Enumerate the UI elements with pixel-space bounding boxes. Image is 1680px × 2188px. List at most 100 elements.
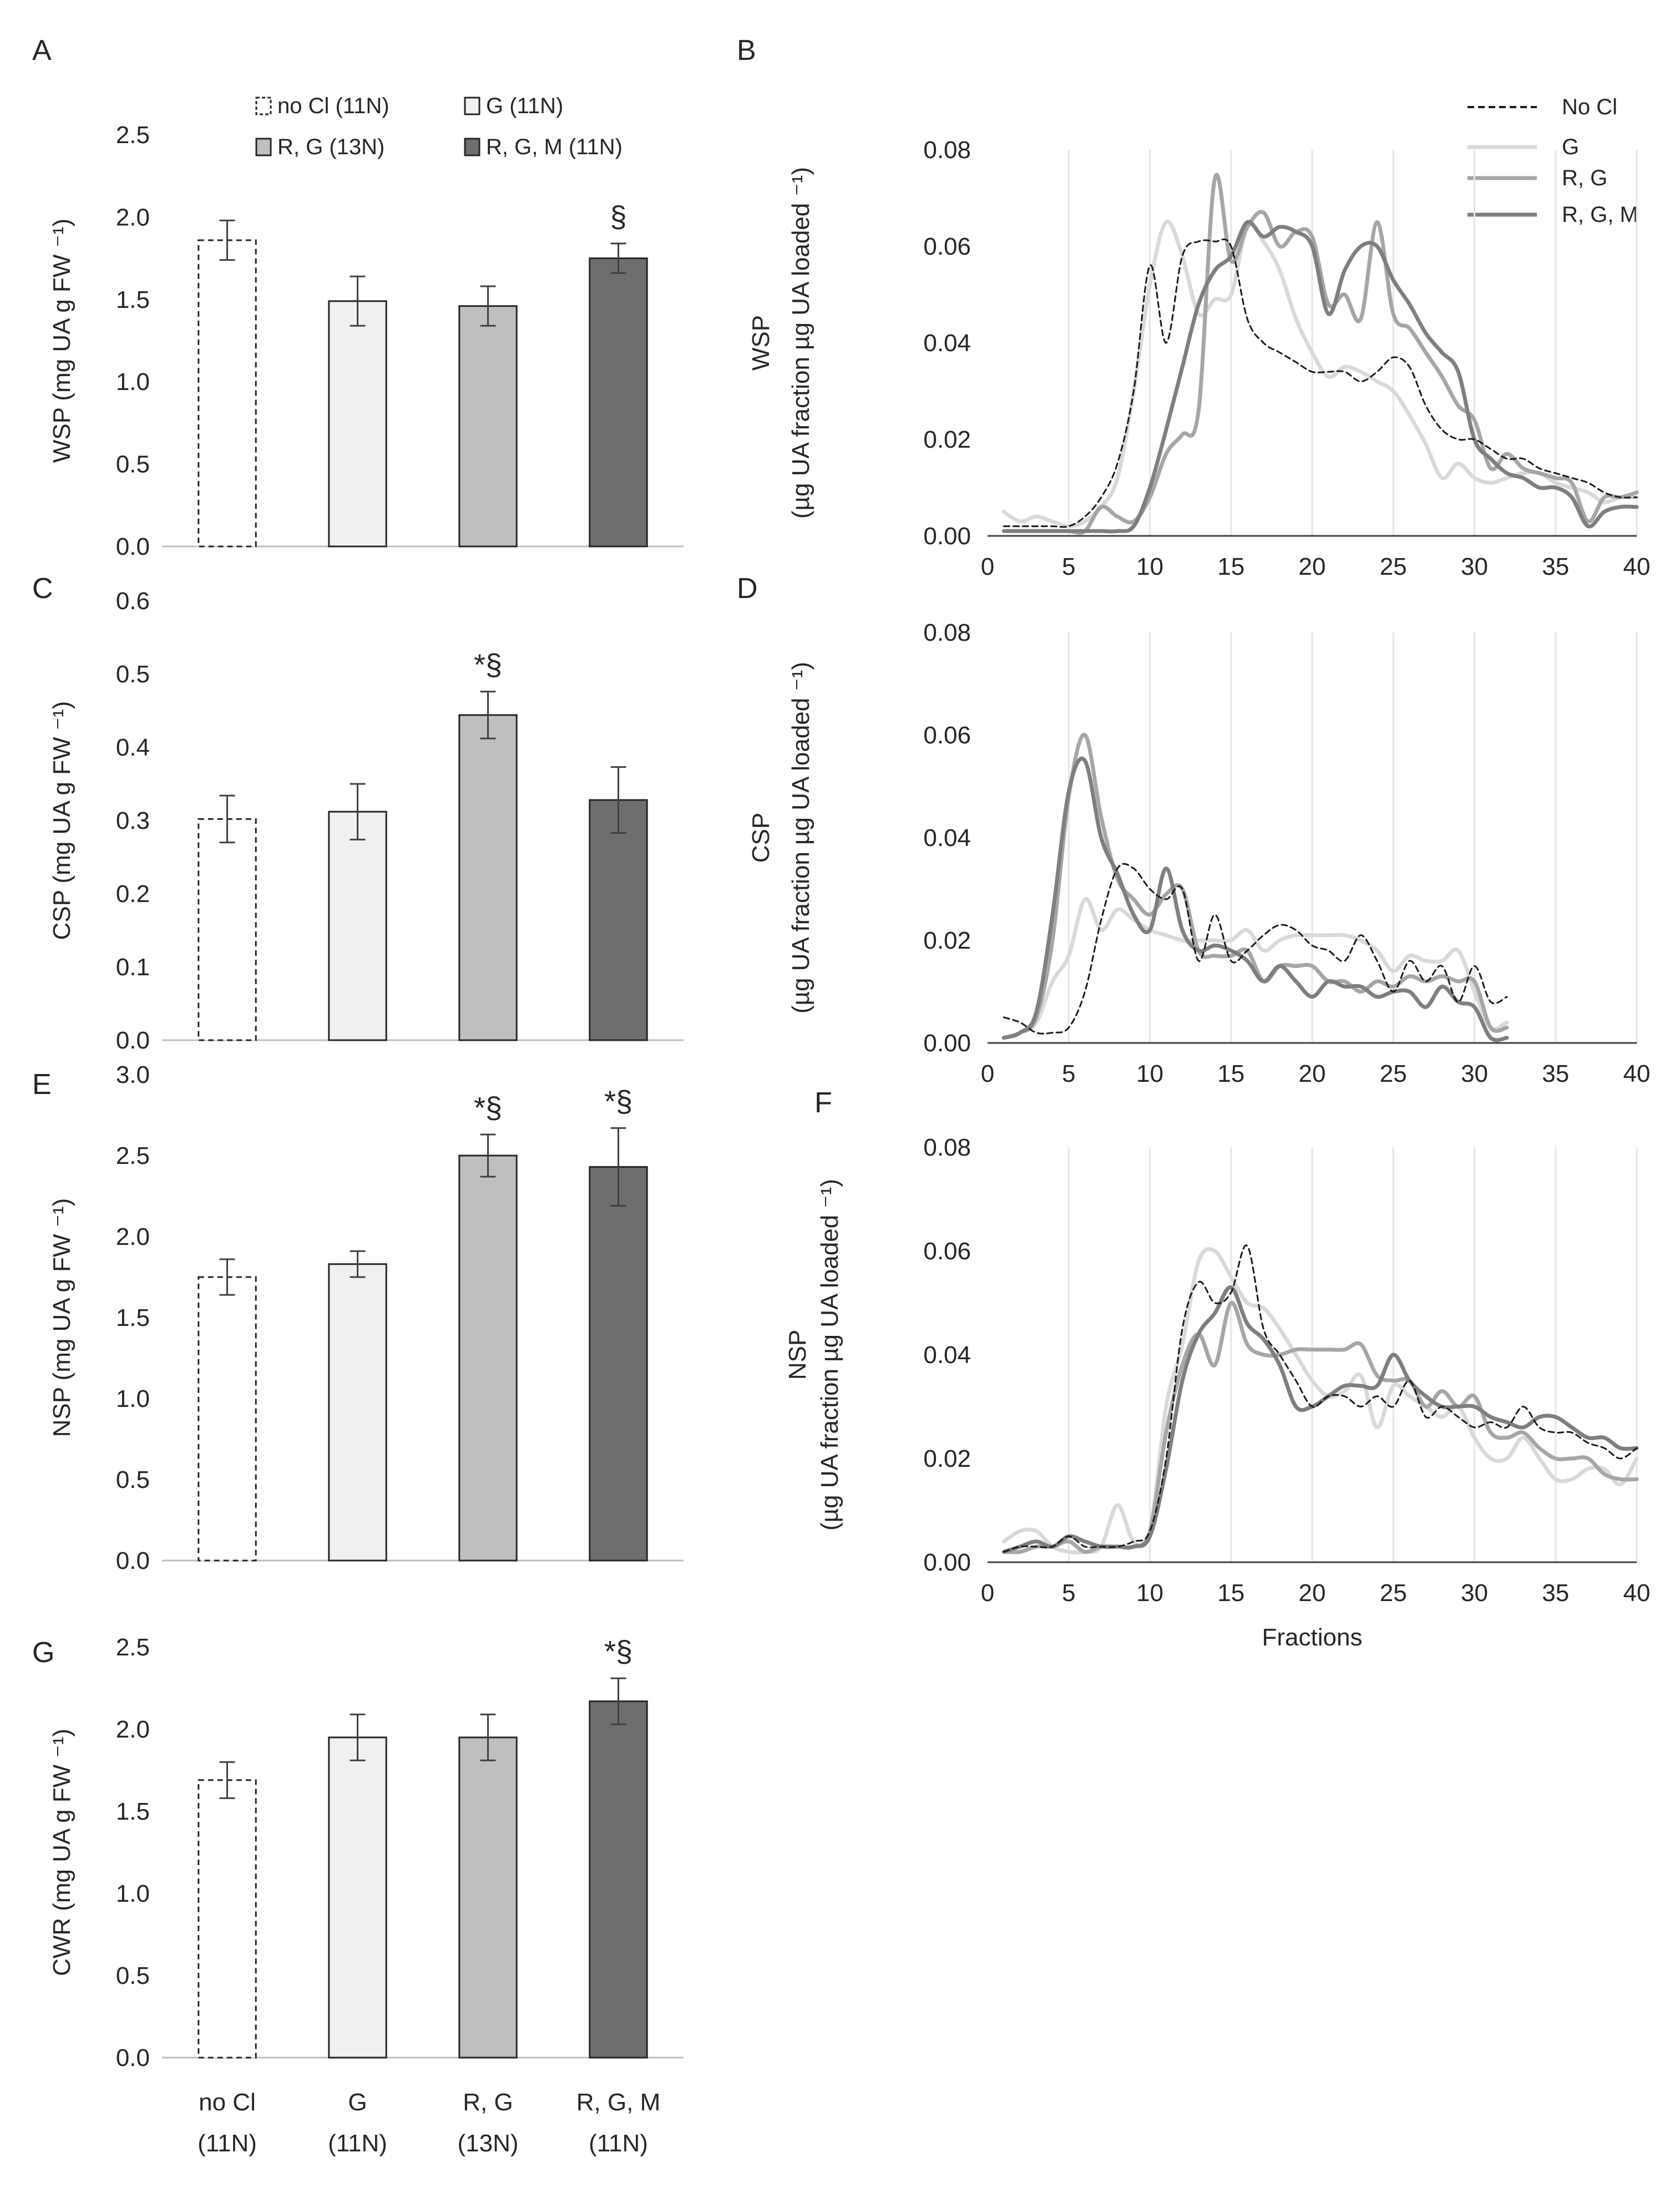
- series-line: [1001, 733, 1509, 1040]
- series-line: [1001, 219, 1639, 529]
- y-tick-label: 0.06: [923, 233, 971, 260]
- bar: [458, 1736, 518, 2059]
- y-tick-label: 2.5: [116, 1142, 150, 1169]
- x-tick-label: 40: [1623, 1579, 1651, 1607]
- x-tick-label: 20: [1299, 553, 1326, 580]
- y-tick-label: 0.2: [116, 880, 150, 908]
- series-line: [1001, 756, 1509, 1042]
- x-tick-label: 25: [1380, 553, 1407, 580]
- x-tick-label: R, G, M: [576, 2089, 661, 2116]
- series-line: [1001, 1247, 1639, 1554]
- significance-label: *§: [604, 1085, 632, 1118]
- y-tick-label: 1.0: [116, 1385, 150, 1412]
- x-tick-label: R, G: [463, 2089, 513, 2116]
- x-tick-label: 0: [981, 1579, 994, 1607]
- y-tick-label: 1.5: [116, 286, 150, 313]
- line-chart-wsp: 0 5 10 15 20 25 30 35 40 0.00 0.02 0.04 0.06 0.08 WSP (…: [747, 136, 1650, 580]
- bar: [328, 811, 387, 1041]
- bar-legend-item: no Cl (11N): [255, 94, 389, 118]
- series-line: [1001, 897, 1509, 1040]
- bar: [458, 714, 518, 1041]
- y-axis-label: CSP: [747, 813, 775, 863]
- y-tick-label: 1.0: [116, 368, 150, 396]
- significance-label: §: [610, 200, 626, 234]
- bar: [458, 305, 518, 548]
- significance-label: *§: [474, 649, 502, 682]
- y-tick-label: 0.04: [923, 824, 971, 852]
- bar-chart-cwr: 0.0 0.5 1.0 1.5 2.0 2.5 CWR (mg UA g FW ⁻¹) *§: [48, 1634, 684, 2071]
- series-line: [1001, 220, 1639, 534]
- bar-chart-nsp: 0.0 0.5 1.0 1.5 2.0 2.5 3.0 NSP (mg UA g FW ⁻¹)…: [48, 1061, 684, 1574]
- x-tick-label: (13N): [457, 2130, 518, 2157]
- x-tick-label: (11N): [589, 2130, 648, 2157]
- x-tick-label: 10: [1136, 1579, 1163, 1607]
- y-tick-label: 2.0: [116, 1223, 150, 1250]
- x-tick-label: 15: [1217, 553, 1244, 580]
- bar-legend-swatch-no-cl: [255, 97, 272, 115]
- x-tick-label: 25: [1380, 1060, 1407, 1087]
- bar-legend-swatch-rgm: [464, 138, 480, 156]
- y-tick-label: 2.5: [116, 1634, 150, 1661]
- y-axis-label: (µg UA fraction µg UA loaded ⁻¹): [787, 167, 814, 519]
- x-axis-label: Fractions: [1262, 1624, 1363, 1651]
- panel-letter-f: F: [814, 1087, 832, 1119]
- x-tick-label: 35: [1542, 553, 1569, 580]
- y-tick-label: 0.02: [923, 426, 971, 453]
- y-tick-label: 0.0: [116, 533, 150, 560]
- bar: [589, 1700, 648, 2059]
- y-tick-label: 0.00: [923, 1549, 971, 1576]
- bar: [589, 799, 648, 1041]
- x-tick-label: 10: [1136, 1060, 1163, 1087]
- bar: [328, 1263, 387, 1562]
- bar-legend-swatch-rg: [255, 138, 272, 156]
- x-tick-label: 5: [1062, 1579, 1075, 1607]
- series-line: [1001, 173, 1639, 535]
- x-tick-label: 20: [1299, 1060, 1326, 1087]
- series-line: [1001, 1285, 1639, 1554]
- bar-legend-item: R, G (13N): [255, 135, 384, 159]
- y-tick-label: 0.5: [116, 451, 150, 478]
- bar: [458, 1154, 518, 1562]
- line-legend-label: G: [1562, 135, 1579, 159]
- y-tick-label: 0.06: [923, 722, 971, 749]
- bar: [198, 1779, 257, 2059]
- y-tick-label: 1.5: [116, 1798, 150, 1825]
- x-tick-label: 30: [1461, 1060, 1488, 1087]
- x-tick-label: 40: [1623, 1060, 1651, 1087]
- y-tick-label: 0.5: [116, 1962, 150, 1989]
- y-tick-label: 0.3: [116, 807, 150, 834]
- bar: [328, 300, 387, 548]
- x-tick-label: 10: [1136, 553, 1163, 580]
- bar: [198, 1276, 257, 1562]
- line-legend: No Cl G R, G R, G, M: [1468, 95, 1638, 227]
- x-tick-label: (11N): [198, 2130, 257, 2157]
- x-tick-label: 40: [1623, 553, 1651, 580]
- x-tick-label: (11N): [328, 2130, 387, 2157]
- y-tick-label: 0.08: [923, 136, 971, 164]
- x-tick-label: 5: [1062, 1060, 1075, 1087]
- panel-letter-b: B: [737, 34, 756, 67]
- y-tick-label: 2.0: [116, 1716, 150, 1743]
- y-axis-label: NSP: [784, 1330, 811, 1380]
- x-tick-label: 15: [1217, 1579, 1244, 1607]
- panel-letter-a: A: [32, 34, 52, 67]
- y-tick-label: 0.04: [923, 1341, 971, 1369]
- bar-legend-label: R, G, M (11N): [486, 135, 623, 159]
- y-tick-label: 0.00: [923, 523, 971, 550]
- bar-legend-label: R, G (13N): [277, 135, 384, 159]
- significance-label: *§: [604, 1635, 632, 1668]
- y-tick-label: 0.0: [116, 1027, 150, 1054]
- bar-legend-label: G (11N): [486, 94, 563, 118]
- bar: [589, 1166, 648, 1562]
- y-tick-label: 0.02: [923, 1445, 971, 1472]
- line-legend-label: R, G, M: [1562, 202, 1638, 227]
- line-chart-csp: 0 5 10 15 20 25 30 35 40 0.00 0.02 0.04 0.06 0.08 CSP (…: [747, 619, 1650, 1087]
- x-tick-label: 20: [1299, 1579, 1326, 1607]
- bar-legend-swatch-g: [464, 97, 480, 115]
- y-tick-label: 3.0: [116, 1061, 150, 1088]
- panel-letter-d: D: [737, 573, 758, 605]
- x-tick-label: 0: [981, 553, 994, 580]
- x-tick-label: 30: [1461, 1579, 1488, 1607]
- x-tick-label: 25: [1380, 1579, 1407, 1607]
